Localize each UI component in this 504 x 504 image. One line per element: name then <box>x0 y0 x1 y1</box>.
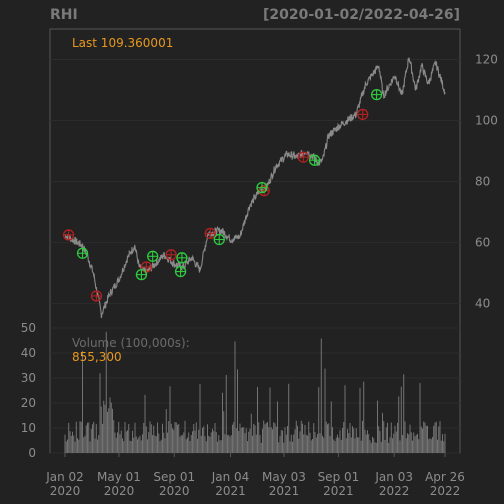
chart-title: RHI <box>50 7 78 23</box>
price-series-line <box>64 57 446 319</box>
price-axis-ticks: 40 60 80 100 120 <box>475 53 498 311</box>
x-tick-label-month: Sep 01 <box>318 470 360 484</box>
x-tick-label-month: Jan 04 <box>211 470 250 484</box>
buy-marker <box>213 233 225 246</box>
buy-marker <box>174 265 187 278</box>
x-tick-label-year: 2022 <box>379 484 410 498</box>
sell-marker <box>297 151 309 163</box>
x-tick-label-month: May 01 <box>97 470 141 484</box>
volume-bars <box>64 331 446 453</box>
price-tick-label: 80 <box>475 175 490 189</box>
sell-marker <box>62 229 75 241</box>
x-tick-label-month: Jan 02 <box>45 470 84 484</box>
x-tick-label-month: Apr 26 <box>425 470 465 484</box>
x-tick-label-month: May 03 <box>262 470 306 484</box>
last-price-label: Last 109.360001 <box>72 36 173 50</box>
sell-marker <box>357 108 369 121</box>
sell-marker <box>165 249 177 261</box>
volume-tick-label: 20 <box>21 396 36 410</box>
price-tick-label: 40 <box>475 297 490 311</box>
buy-marker <box>176 252 188 264</box>
volume-tick-label: 50 <box>21 321 36 335</box>
x-tick-label-month: Sep 01 <box>153 470 195 484</box>
price-panel-frame <box>49 28 461 329</box>
x-tick-label-year: 2020 <box>159 484 190 498</box>
volume-label: Volume (100,000s): <box>72 336 190 350</box>
x-tick-label-month: Jan 03 <box>374 470 413 484</box>
price-tick-label: 60 <box>475 236 490 250</box>
buy-marker <box>147 250 159 262</box>
buy-marker <box>370 88 383 101</box>
date-range-label: [2020-01-02/2022-04-26] <box>263 7 460 23</box>
sell-marker <box>204 227 216 240</box>
buy-marker <box>76 247 89 259</box>
trade-markers <box>62 88 383 302</box>
volume-last-value: 855,300 <box>72 350 122 364</box>
x-tick-label-year: 2020 <box>50 484 81 498</box>
price-tick-label: 100 <box>475 114 498 128</box>
buy-marker <box>135 268 148 281</box>
volume-tick-label: 10 <box>21 421 36 435</box>
volume-axis-ticks: 0 10 20 30 40 50 <box>21 321 36 460</box>
volume-tick-label: 30 <box>21 371 36 385</box>
x-tick-label-year: 2021 <box>215 484 246 498</box>
buy-marker <box>256 182 268 194</box>
price-tick-label: 120 <box>475 53 498 67</box>
buy-marker <box>308 154 321 166</box>
volume-tick-label: 0 <box>28 446 36 460</box>
x-tick-label-year: 2021 <box>323 484 354 498</box>
sell-marker <box>90 290 103 302</box>
x-tick-label-year: 2020 <box>104 484 135 498</box>
x-tick-label-year: 2022 <box>430 484 461 498</box>
x-tick-label-year: 2021 <box>269 484 300 498</box>
volume-tick-label: 40 <box>21 346 36 360</box>
price-gridlines <box>50 59 460 305</box>
